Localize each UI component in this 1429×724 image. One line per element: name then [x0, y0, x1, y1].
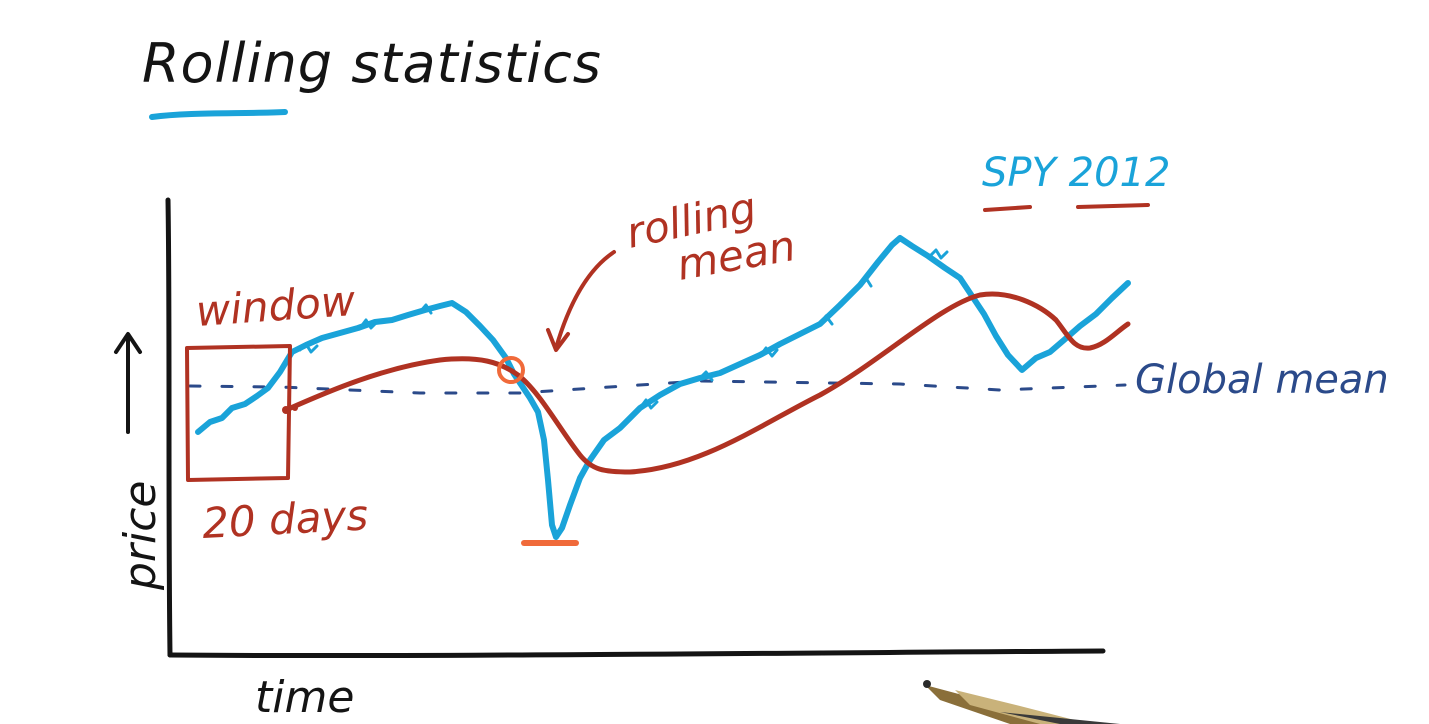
up-arrow-icon	[114, 332, 142, 434]
y-axis-label: price	[115, 480, 166, 591]
price-line	[195, 235, 1131, 540]
global-mean-line	[188, 379, 1127, 395]
title: Rolling statistics	[142, 32, 602, 95]
series-underline-2	[1076, 203, 1150, 209]
x-axis-label: time	[255, 672, 354, 723]
series-label: SPY 2012	[982, 150, 1170, 196]
title-underline	[149, 109, 288, 120]
window-box	[185, 344, 292, 482]
window-size-label: 20 days	[201, 490, 369, 548]
pen-icon	[923, 680, 1120, 724]
global-mean-label: Global mean	[1135, 357, 1389, 403]
crossing-highlight	[497, 356, 525, 384]
price-line-texture	[298, 248, 949, 410]
curved-arrow-icon	[546, 250, 616, 352]
series-underline-1	[983, 205, 1032, 212]
x-axis	[167, 648, 1106, 659]
rolling-mean-line	[283, 291, 1131, 475]
rolling-mean-start-dot-2	[292, 405, 298, 411]
window-label: window	[194, 276, 357, 336]
y-axis	[165, 197, 173, 658]
